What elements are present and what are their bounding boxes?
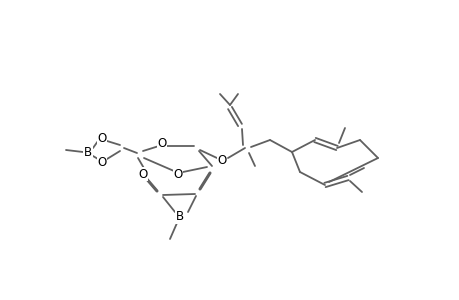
Text: O: O	[97, 131, 106, 145]
Text: O: O	[97, 155, 106, 169]
Text: B: B	[175, 211, 184, 224]
Text: O: O	[217, 154, 226, 166]
Text: O: O	[173, 167, 182, 181]
Text: O: O	[138, 167, 147, 181]
Text: B: B	[84, 146, 92, 158]
Text: O: O	[157, 136, 166, 149]
